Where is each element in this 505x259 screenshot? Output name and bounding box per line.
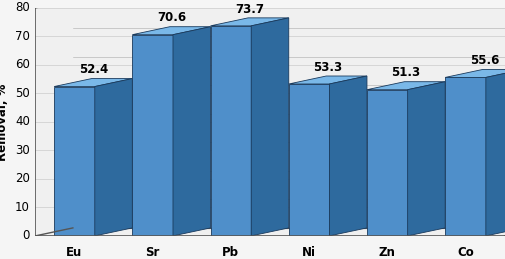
Text: Zn: Zn	[378, 246, 395, 259]
Polygon shape	[210, 26, 250, 236]
Polygon shape	[288, 84, 329, 236]
Text: Sr: Sr	[145, 246, 160, 259]
Polygon shape	[132, 27, 210, 35]
Text: 70: 70	[15, 30, 30, 43]
Polygon shape	[35, 228, 505, 236]
Polygon shape	[35, 0, 73, 236]
Polygon shape	[210, 18, 288, 26]
Text: Pb: Pb	[222, 246, 239, 259]
Polygon shape	[407, 82, 444, 236]
Polygon shape	[54, 78, 132, 87]
Text: 60: 60	[15, 58, 30, 71]
Polygon shape	[288, 76, 366, 84]
Text: 20: 20	[15, 172, 30, 185]
Polygon shape	[73, 0, 505, 228]
Text: 30: 30	[15, 144, 30, 157]
Polygon shape	[132, 35, 173, 236]
Polygon shape	[250, 18, 288, 236]
Text: 52.4: 52.4	[78, 63, 108, 76]
Text: Removal, %: Removal, %	[0, 83, 9, 161]
Text: 55.6: 55.6	[469, 54, 498, 67]
Text: 70.6: 70.6	[157, 11, 186, 24]
Polygon shape	[173, 27, 210, 236]
Text: Co: Co	[456, 246, 473, 259]
Text: 10: 10	[15, 201, 30, 214]
Polygon shape	[444, 77, 485, 236]
Text: 73.7: 73.7	[235, 3, 264, 16]
Polygon shape	[366, 90, 407, 236]
Text: 0: 0	[22, 229, 30, 242]
Polygon shape	[366, 82, 444, 90]
Text: 80: 80	[15, 1, 30, 15]
Text: 50: 50	[15, 87, 30, 100]
Polygon shape	[54, 87, 94, 236]
Polygon shape	[35, 8, 503, 236]
Text: Eu: Eu	[66, 246, 82, 259]
Polygon shape	[485, 69, 505, 236]
Polygon shape	[329, 76, 366, 236]
Text: 51.3: 51.3	[391, 66, 420, 80]
Polygon shape	[94, 78, 132, 236]
Text: 53.3: 53.3	[313, 61, 342, 74]
Text: Ni: Ni	[301, 246, 316, 259]
Text: 40: 40	[15, 116, 30, 128]
Polygon shape	[444, 69, 505, 77]
